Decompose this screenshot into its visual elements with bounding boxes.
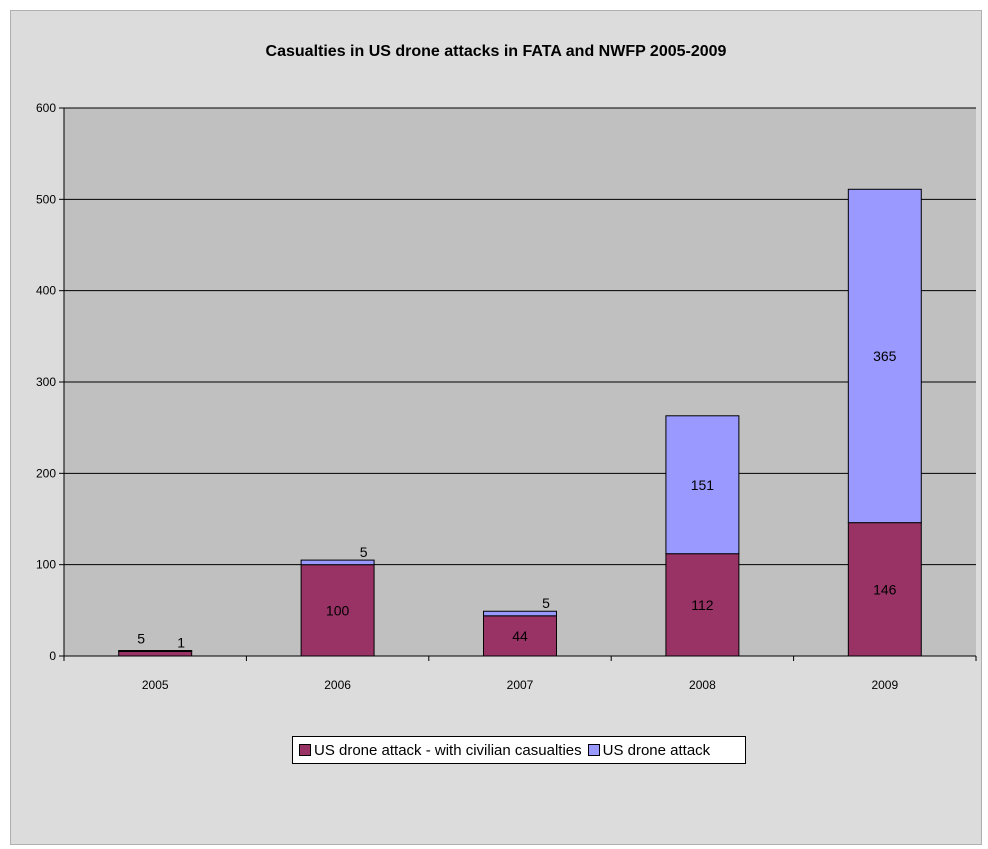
bar-segment bbox=[665, 553, 740, 657]
data-label: 1 bbox=[177, 635, 185, 651]
y-tick-label: 200 bbox=[36, 466, 56, 480]
bar-segment bbox=[300, 564, 375, 657]
legend-label-drone: US drone attack bbox=[602, 741, 711, 759]
bar-segment bbox=[483, 610, 557, 617]
bar-segment bbox=[665, 415, 740, 555]
y-tick-label: 300 bbox=[36, 375, 56, 389]
legend-swatch-civilian bbox=[299, 744, 311, 756]
data-label: 5 bbox=[542, 595, 550, 611]
data-label: 151 bbox=[691, 477, 715, 493]
legend-item-civilian: US drone attack - with civilian casualti… bbox=[299, 742, 582, 759]
x-tick-label: 2008 bbox=[689, 678, 716, 692]
bar-segment bbox=[847, 522, 922, 657]
data-label: 5 bbox=[360, 544, 368, 560]
bar-segment bbox=[483, 615, 557, 657]
bar-segment bbox=[118, 650, 193, 652]
chart-title: Casualties in US drone attacks in FATA a… bbox=[265, 43, 727, 60]
x-tick-label: 2005 bbox=[142, 678, 169, 692]
data-label: 365 bbox=[873, 348, 897, 364]
bar-segment bbox=[847, 188, 922, 524]
bar-segment bbox=[118, 650, 193, 657]
data-label: 44 bbox=[512, 628, 528, 644]
data-label: 5 bbox=[137, 630, 145, 646]
legend-label-civilian: US drone attack - with civilian casualti… bbox=[314, 741, 582, 759]
bar-segment bbox=[300, 559, 375, 566]
data-label: 100 bbox=[326, 602, 350, 618]
data-label: 112 bbox=[691, 597, 714, 613]
y-tick-label: 600 bbox=[36, 101, 56, 115]
x-tick-label: 2009 bbox=[871, 678, 898, 692]
legend: US drone attack - with civilian casualti… bbox=[292, 736, 746, 764]
y-tick-label: 100 bbox=[36, 558, 56, 572]
legend-swatch-drone bbox=[587, 744, 600, 756]
x-tick-label: 2006 bbox=[324, 678, 351, 692]
y-tick-label: 500 bbox=[36, 192, 56, 206]
legend-item-drone: US drone attack bbox=[587, 741, 711, 759]
y-tick-label: 0 bbox=[49, 649, 56, 663]
x-tick-label: 2007 bbox=[507, 678, 534, 692]
data-label: 146 bbox=[873, 581, 897, 597]
y-tick-label: 400 bbox=[36, 284, 56, 298]
